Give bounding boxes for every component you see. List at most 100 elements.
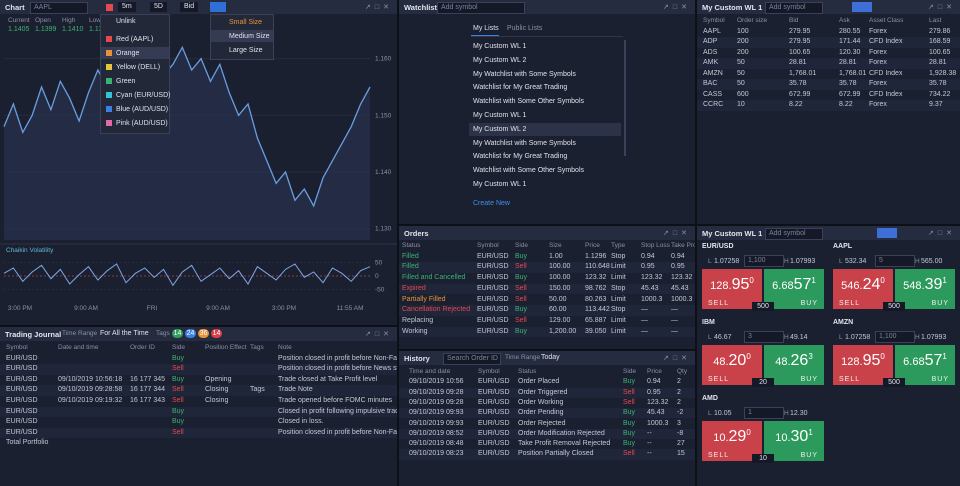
- filter-value[interactable]: Today: [541, 354, 560, 361]
- cell: 171.44: [839, 38, 861, 45]
- cell: 09/10/2019 09:93: [409, 409, 464, 417]
- list-item[interactable]: Watchlist with Some Other Symbols: [473, 167, 584, 175]
- list-item[interactable]: My Custom WL 2: [473, 125, 527, 133]
- list-item[interactable]: Watchlist for My Great Trading: [473, 84, 568, 92]
- list-item[interactable]: My Watchlist with Some Symbols: [473, 70, 576, 78]
- qty-input[interactable]: 1,100: [744, 255, 784, 267]
- toolbar-dropdown[interactable]: 5D: [150, 2, 167, 12]
- search-input[interactable]: Search Order ID: [443, 353, 501, 365]
- menu-item[interactable]: Medium Size: [229, 33, 270, 40]
- qty-input[interactable]: 1,100: [875, 331, 915, 343]
- cell: 600: [737, 90, 749, 98]
- cell: 113.442: [585, 306, 610, 314]
- filter-value[interactable]: For All the Time: [100, 330, 149, 337]
- search-input[interactable]: Add symbol: [437, 2, 525, 14]
- menu-item[interactable]: Yellow (DELL): [116, 64, 161, 71]
- stat-value: 1.1410: [62, 26, 84, 33]
- cell: 0.94: [671, 252, 685, 260]
- price-big: 57: [924, 352, 943, 369]
- buy-button[interactable]: 6.68571 BUY: [764, 269, 824, 309]
- list-item[interactable]: My Custom WL 1: [473, 181, 527, 188]
- list-item[interactable]: My Custom WL 1: [473, 112, 527, 119]
- trade-tile: AAPL L 532.34 5 H 565.00 546.240 SELL 548.391 BUY…: [831, 242, 957, 314]
- cell: —: [641, 327, 648, 335]
- window-controls: ↗□✕: [663, 4, 691, 11]
- qty-input[interactable]: 1: [744, 407, 784, 419]
- buy-button[interactable]: 48.263 BUY: [764, 345, 824, 385]
- list-item[interactable]: My Custom WL 2: [473, 56, 527, 64]
- cell: 1,768.01: [839, 69, 867, 77]
- search-input[interactable]: Add symbol: [765, 2, 823, 14]
- cell: AAPL: [703, 27, 721, 35]
- side-label: BUY: [800, 300, 818, 307]
- buy-button[interactable]: 6.68571 BUY: [895, 345, 955, 385]
- menu-item[interactable]: Pink (AUD/USD): [116, 120, 168, 127]
- sell-button[interactable]: 546.240 SELL: [833, 269, 893, 309]
- cell: 110.648: [585, 263, 610, 271]
- menu-item[interactable]: Green: [116, 78, 136, 85]
- price-sup: 0: [746, 352, 751, 361]
- list-item[interactable]: My Custom WL 1: [473, 43, 527, 50]
- tab-underline: [471, 35, 499, 36]
- cell: BAC: [703, 80, 718, 87]
- menu-item[interactable]: Large Size: [229, 47, 263, 54]
- cell: Forex: [869, 48, 887, 56]
- side-label: SELL: [708, 452, 730, 459]
- cell: 200: [737, 48, 749, 56]
- price-sup: 0: [746, 428, 751, 437]
- buy-button[interactable]: 10.301 BUY: [764, 421, 824, 461]
- tiles-panel: My Custom WL 1 ↗□✕ Add symbol EUR/USD L 1.072…: [697, 226, 960, 486]
- menu-item[interactable]: Red (AAPL): [116, 36, 154, 43]
- cell: EUR/USD: [478, 450, 510, 458]
- tab[interactable]: Public Lists: [507, 25, 543, 32]
- tab[interactable]: My Lists: [473, 25, 499, 32]
- menu-item[interactable]: Small Size: [229, 19, 263, 26]
- toolbar-dropdown[interactable]: 5m: [118, 2, 136, 12]
- menu-item[interactable]: Orange: [116, 50, 140, 57]
- cell: 35.78: [789, 80, 807, 87]
- menu-item[interactable]: Blue (AUD/USD): [116, 106, 169, 113]
- cell: AMZN: [703, 69, 723, 77]
- list-item[interactable]: Watchlist for My Great Trading: [473, 153, 568, 161]
- cell: 09/10/2019 08:52: [409, 429, 464, 437]
- spread: 500: [883, 378, 905, 387]
- stat-label: Current: [8, 17, 30, 24]
- x-tick-label: 11:55 AM: [337, 305, 364, 312]
- list-item[interactable]: My Watchlist with Some Symbols: [473, 139, 576, 147]
- price-sup: 0: [880, 276, 885, 285]
- cell: 100.00: [549, 263, 571, 271]
- cell: Buy: [172, 418, 185, 426]
- cell: Limit: [611, 316, 626, 324]
- symbol-input[interactable]: AAPL: [30, 2, 88, 14]
- row-stripe: [0, 406, 397, 418]
- cell: 279.95: [789, 38, 811, 45]
- column-header: Price: [585, 242, 600, 249]
- cell: 1000.3: [641, 295, 663, 303]
- cell: ADP: [703, 38, 718, 45]
- menu-item[interactable]: Unlink: [116, 18, 136, 25]
- cell: Sell: [623, 388, 635, 396]
- cell: Order Modification Rejected: [518, 429, 605, 437]
- cell: 09/10/2019 08:48: [409, 440, 464, 448]
- cell: Order Pending: [518, 409, 564, 417]
- cell: Buy: [172, 407, 185, 415]
- x-tick-label: FRI: [147, 305, 158, 312]
- cell: 15: [677, 450, 685, 458]
- column-header: Size: [549, 242, 562, 249]
- price-sup: 0: [880, 352, 885, 361]
- sell-button[interactable]: 48.200 SELL: [702, 345, 762, 385]
- qty-input[interactable]: 3: [744, 331, 784, 343]
- qty-input[interactable]: 5: [875, 255, 915, 267]
- buy-button[interactable]: 548.391 BUY: [895, 269, 955, 309]
- menu-item[interactable]: Cyan (EUR/USD): [116, 92, 171, 99]
- search-input[interactable]: Add symbol: [765, 228, 823, 240]
- high-label: H: [915, 334, 920, 341]
- column-header: Time and date: [409, 368, 451, 375]
- high-value: 565.00: [921, 258, 943, 265]
- toolbar-dropdown[interactable]: Bid: [180, 2, 199, 12]
- color-swatch: [106, 92, 112, 98]
- list-item[interactable]: Watchlist with Some Other Symbols: [473, 98, 584, 106]
- create-link[interactable]: Create New: [473, 200, 510, 207]
- column-header: Last: [929, 17, 942, 24]
